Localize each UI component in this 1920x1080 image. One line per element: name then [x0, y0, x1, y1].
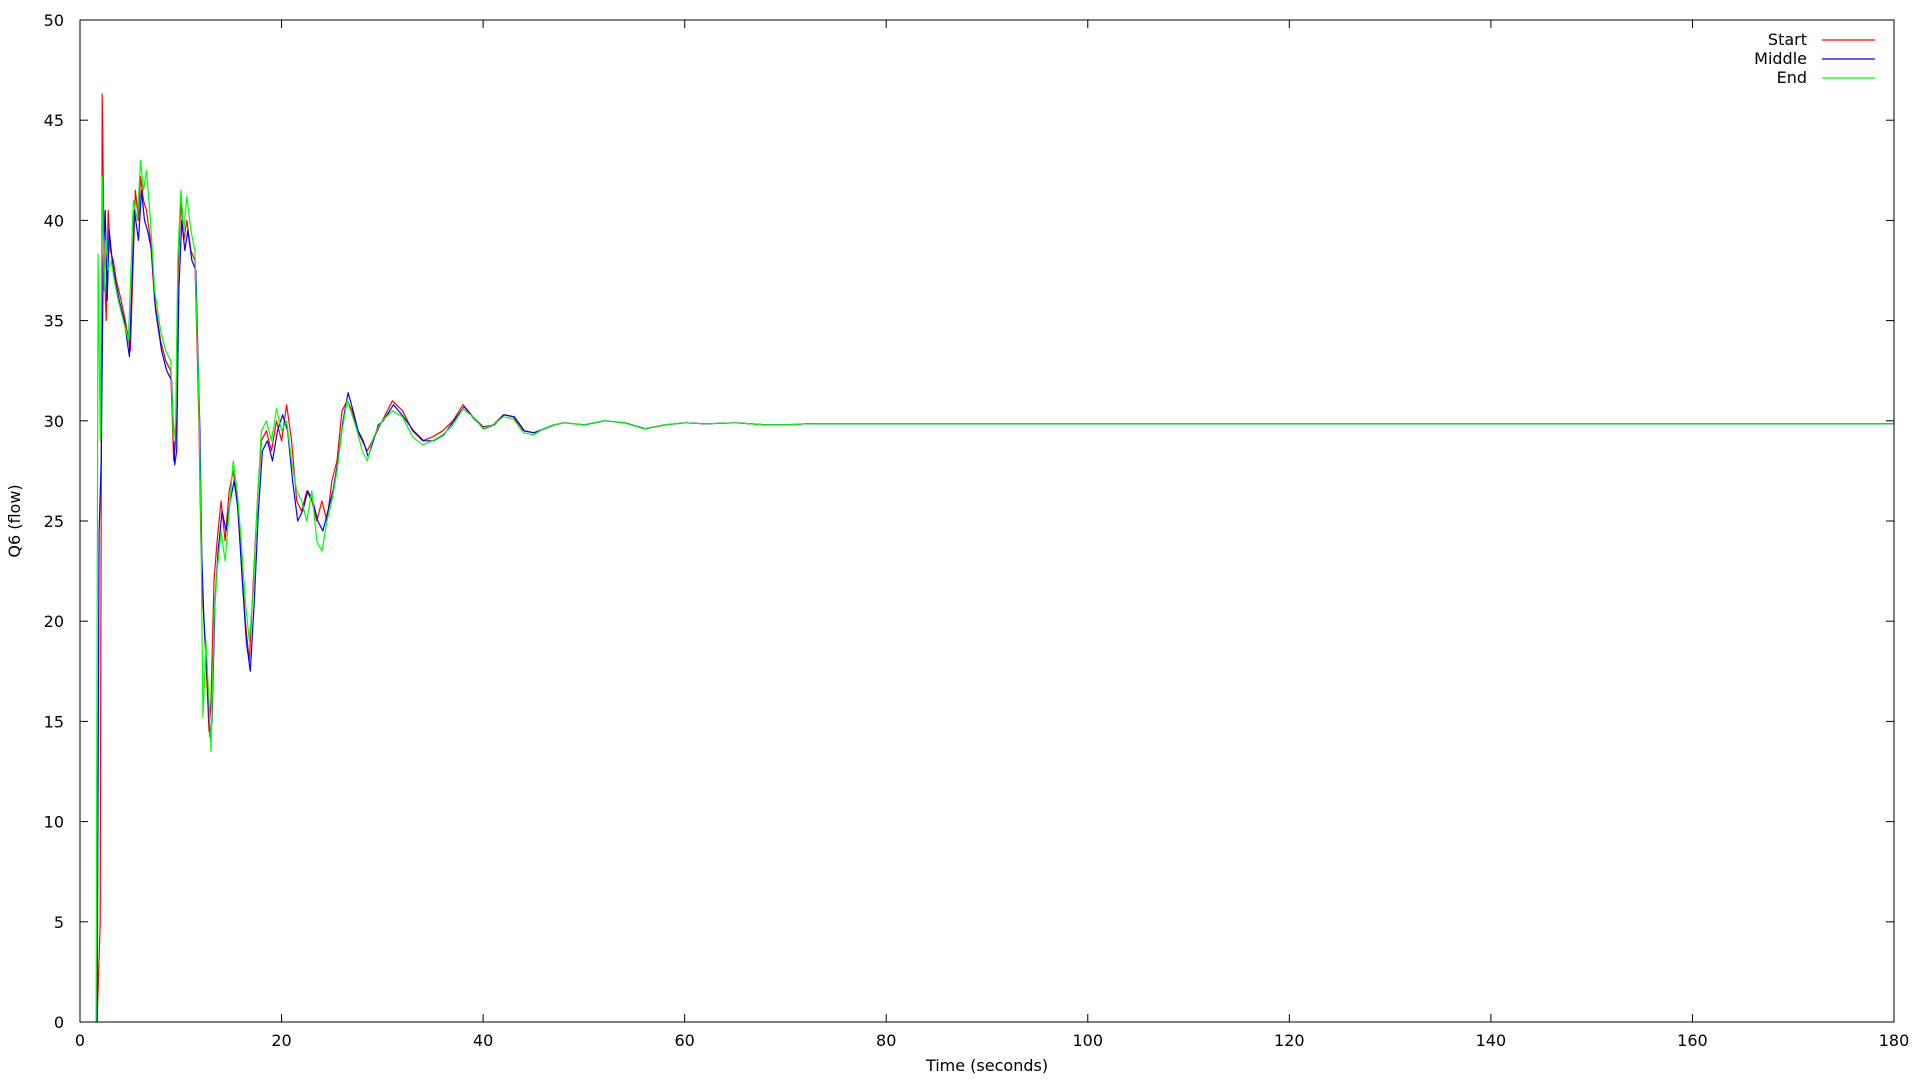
x-tick-label: 160: [1677, 1031, 1708, 1050]
y-axis: 0 5 10 15 20 25 30 35 40 45 50: [44, 11, 1894, 1032]
series-line-end: [95, 159, 1894, 1023]
x-tick-label: 0: [75, 1031, 85, 1050]
y-tick-label: 40: [44, 211, 64, 230]
y-tick-label: 35: [44, 312, 64, 331]
y-tick-label: 30: [44, 412, 64, 431]
x-tick-label: 120: [1274, 1031, 1305, 1050]
x-tick-label: 180: [1879, 1031, 1910, 1050]
x-tick-label: 100: [1073, 1031, 1104, 1050]
x-tick-label: 140: [1476, 1031, 1507, 1050]
y-tick-label: 5: [54, 913, 64, 932]
legend-label-end: End: [1777, 68, 1807, 87]
y-tick-label: 20: [44, 612, 64, 631]
y-tick-label: 50: [44, 11, 64, 30]
x-tick-label: 40: [473, 1031, 493, 1050]
x-tick-label: 20: [271, 1031, 291, 1050]
y-axis-title: Q6 (flow): [5, 484, 24, 557]
x-tick-label: 60: [674, 1031, 694, 1050]
y-tick-label: 45: [44, 111, 64, 130]
x-tick-label: 80: [876, 1031, 896, 1050]
legend-label-middle: Middle: [1754, 49, 1807, 68]
y-tick-label: 15: [44, 712, 64, 731]
legend-label-start: Start: [1768, 30, 1807, 49]
x-axis-title: Time (seconds): [925, 1056, 1048, 1075]
y-tick-label: 10: [44, 813, 64, 832]
y-tick-label: 0: [54, 1013, 64, 1032]
y-tick-label: 25: [44, 512, 64, 531]
x-axis: 0 20 40 60 80 100 120 140 160 180: [75, 20, 1909, 1050]
series-layer: [95, 93, 1894, 1023]
